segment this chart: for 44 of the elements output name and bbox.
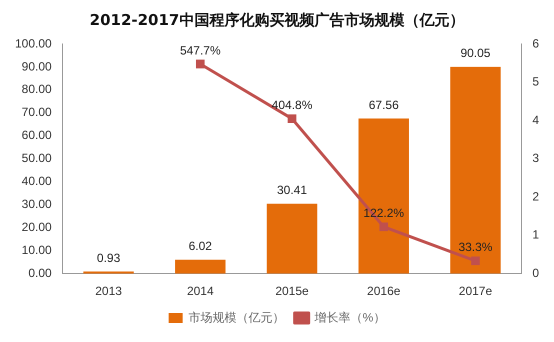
point <box>288 114 296 124</box>
x-tick-label: 2017e <box>458 284 492 298</box>
y-tick-label: 30.00 <box>22 197 52 212</box>
chart-title: 2012-2017中国程序化购买视频广告市场规模（亿元） <box>90 10 464 29</box>
data-label: 547.7% <box>180 43 221 58</box>
y-tick-label: 0.00 <box>28 266 52 280</box>
y2-tick-label: 0 <box>532 266 540 280</box>
bar <box>358 118 409 274</box>
y2-tick-label: 1 <box>532 228 540 242</box>
data-label: 0.93 <box>96 250 121 265</box>
y2-tick-label: 4 <box>532 112 540 127</box>
data-label: 90.05 <box>460 46 491 60</box>
y-tick-label: 100.00 <box>15 36 52 50</box>
y-tick-label: 10.00 <box>22 242 52 257</box>
x-tick-label: 2016e <box>367 284 401 298</box>
x-tick-label: 2014 <box>186 284 214 298</box>
bar <box>175 260 226 274</box>
bar <box>450 66 501 274</box>
y-tick-label: 40.00 <box>22 174 52 188</box>
y-tick-label: 80.00 <box>22 82 52 96</box>
data-label: 122.2% <box>363 206 404 220</box>
x-tick-label: 2013 <box>95 284 122 298</box>
y-tick-label: 70.00 <box>22 105 52 120</box>
y-tick-label: 50.00 <box>22 151 52 166</box>
point <box>471 256 480 266</box>
bar <box>83 271 134 274</box>
y-tick-label: 60.00 <box>22 128 52 142</box>
legend-label: 市场规模（亿元） <box>188 310 285 324</box>
data-label: 30.41 <box>277 183 308 198</box>
x-tick-label: 2015e <box>275 284 310 298</box>
point <box>196 60 205 68</box>
y2-tick-label: 3 <box>532 151 540 166</box>
y2-tick-label: 6 <box>532 36 540 50</box>
bar <box>266 204 318 274</box>
data-label: 404.8% <box>272 98 313 112</box>
y-tick-label: 20.00 <box>22 220 52 234</box>
data-label: 67.56 <box>368 98 400 112</box>
y-tick-label: 90.00 <box>22 59 52 74</box>
data-label: 6.02 <box>188 239 212 254</box>
data-label: 33.3% <box>458 240 493 254</box>
point <box>379 222 388 232</box>
legend-label: 增长率（%） <box>314 310 386 324</box>
y2-tick-label: 5 <box>532 74 540 89</box>
y2-tick-label: 2 <box>532 189 540 204</box>
